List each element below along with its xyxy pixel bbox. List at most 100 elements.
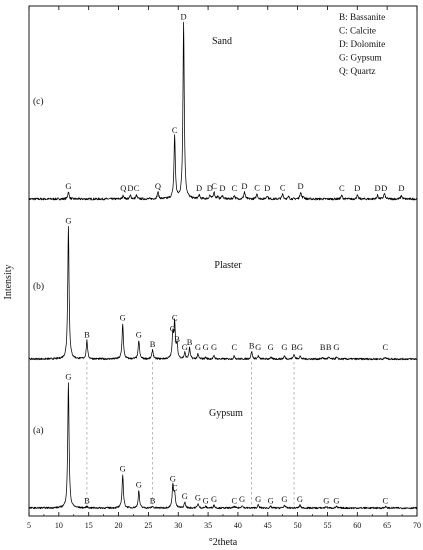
peak-label: D — [354, 183, 360, 193]
peak-label: G — [281, 494, 287, 504]
peak-label: G — [65, 216, 71, 226]
x-tick-label: 5 — [27, 521, 31, 530]
legend-entry: D: Dolomite — [339, 39, 385, 49]
peak-label: G — [211, 342, 217, 352]
legend-entry: G: Gypsum — [339, 53, 382, 63]
peak-label: G — [268, 342, 274, 352]
x-axis-title: °2theta — [209, 537, 238, 548]
peak-label: B — [84, 496, 90, 506]
trace-sand — [28, 21, 418, 201]
peak-label: C — [134, 183, 140, 193]
sample-name-plaster: Plaster — [214, 260, 242, 271]
reference-lines — [86, 362, 295, 505]
peak-label: D — [207, 183, 213, 193]
peak-label: G — [297, 342, 303, 352]
legend-entry: B: Bassanite — [339, 12, 385, 22]
peak-label: G — [195, 493, 201, 503]
peak-label: G — [136, 330, 142, 340]
peak-label: G — [182, 342, 188, 352]
panel-label: (b) — [33, 281, 44, 292]
peak-label: C — [172, 125, 178, 135]
peak-label: G — [170, 474, 176, 484]
x-tick-label: 25 — [144, 521, 152, 530]
peak-label: B — [150, 496, 156, 506]
peak-label: D — [219, 183, 225, 193]
y-axis-title: Intensity — [3, 265, 14, 300]
x-tick-label: 45 — [264, 521, 272, 530]
sample-labels: Sand (c) Plaster (b) Gypsum (a) — [33, 36, 243, 436]
peak-label: B — [320, 342, 326, 352]
peak-label: C — [172, 313, 178, 323]
peak-label: C — [280, 183, 286, 193]
peak-label: G — [182, 491, 188, 501]
peak-label: G — [136, 479, 142, 489]
x-tick-label: 70 — [413, 521, 421, 530]
peak-label: D — [264, 183, 270, 193]
x-tick-label: 65 — [383, 521, 391, 530]
peak-label: D — [127, 183, 133, 193]
peak-label: C — [232, 342, 238, 352]
trace-plaster — [28, 226, 418, 361]
peak-label: G — [170, 323, 176, 333]
legend-entry: C: Calcite — [339, 26, 376, 36]
peak-label: G — [195, 342, 201, 352]
x-tick-label: 15 — [85, 521, 93, 530]
peak-label: D — [398, 183, 404, 193]
peak-label: B — [150, 339, 156, 349]
peak-label: C — [254, 183, 260, 193]
x-tick-label: 40 — [234, 521, 242, 530]
legend-entry: Q: Quartz — [339, 66, 375, 76]
peak-label: C — [211, 181, 217, 191]
peak-label: B — [174, 334, 180, 344]
x-tick-label: 35 — [204, 521, 212, 530]
peak-label: D — [381, 183, 387, 193]
peak-label: G — [203, 496, 209, 506]
peak-label: G — [333, 342, 339, 352]
peak-label: B — [291, 342, 297, 352]
x-tick-label: 30 — [174, 521, 182, 530]
x-tick-label: 50 — [294, 521, 302, 530]
peak-label: C — [383, 496, 389, 506]
peak-label: C — [232, 183, 238, 193]
peak-label: G — [268, 496, 274, 506]
trace-gypsum — [28, 382, 418, 510]
peak-label: G — [211, 494, 217, 504]
sample-name-sand: Sand — [212, 36, 232, 47]
peak-label: B — [249, 340, 255, 350]
peak-label: G — [203, 342, 209, 352]
peak-label: D — [298, 181, 304, 191]
panel-label: (c) — [33, 96, 44, 107]
x-tick-label: 60 — [353, 521, 361, 530]
peak-label: G — [255, 494, 261, 504]
peak-label: D — [375, 183, 381, 193]
peak-label: Q — [155, 181, 161, 191]
sample-name-gypsum: Gypsum — [209, 408, 243, 419]
x-tick-label: 20 — [115, 521, 123, 530]
peak-label: C — [232, 496, 238, 506]
peak-label: G — [239, 494, 245, 504]
peak-label: C — [339, 183, 345, 193]
diffraction-traces — [28, 21, 418, 510]
peak-label: Q — [120, 183, 126, 193]
peak-label: G — [65, 181, 71, 191]
peak-label: C — [172, 482, 178, 492]
peak-label: G — [281, 342, 287, 352]
peak-label: G — [255, 342, 261, 352]
peak-label: G — [323, 496, 329, 506]
peak-label: B — [187, 337, 193, 347]
peak-label: G — [65, 371, 71, 381]
legend: B: Bassanite C: Calcite D: Dolomite G: Gyps… — [339, 12, 385, 76]
peak-label: D — [241, 181, 247, 191]
peak-label: D — [196, 183, 202, 193]
peak-label: G — [120, 313, 126, 323]
x-tick-label: 10 — [55, 521, 63, 530]
x-tick-label: 55 — [323, 521, 331, 530]
peak-label: G — [297, 494, 303, 504]
peak-label: B — [326, 342, 332, 352]
peak-label: D — [181, 12, 187, 22]
x-axis-ticks: 5 10 15 20 25 30 35 40 45 50 55 60 65 70 — [27, 6, 421, 530]
peak-label: B — [84, 330, 90, 340]
panel-label: (a) — [33, 425, 44, 436]
peak-label: G — [333, 496, 339, 506]
